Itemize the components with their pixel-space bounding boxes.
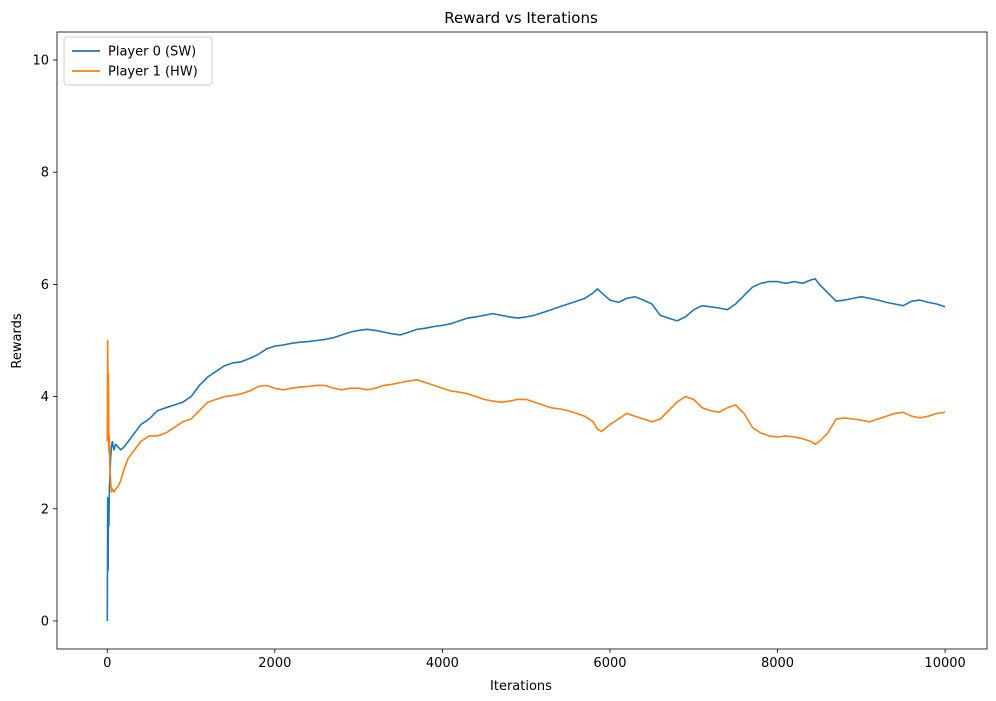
legend-label-1: Player 1 (HW) xyxy=(108,65,198,80)
x-tick-label: 6000 xyxy=(593,656,626,671)
plot-area xyxy=(106,278,946,622)
y-tick-label: 0 xyxy=(41,614,49,629)
chart-title: Reward vs Iterations xyxy=(444,9,598,27)
y-axis-ticks: 0 2 4 6 8 10 xyxy=(32,54,57,629)
x-tick-label: 2000 xyxy=(258,656,291,671)
x-tick-label: 0 xyxy=(103,656,111,671)
series-line-0 xyxy=(106,278,946,622)
y-axis-label: Rewards xyxy=(10,313,25,368)
x-tick-label: 10000 xyxy=(924,656,965,671)
legend: Player 0 (SW) Player 1 (HW) xyxy=(63,36,213,86)
y-tick-label: 10 xyxy=(32,54,49,69)
y-tick-label: 2 xyxy=(41,502,49,517)
x-tick-label: 8000 xyxy=(761,656,794,671)
y-tick-label: 6 xyxy=(41,278,49,293)
x-tick-label: 4000 xyxy=(426,656,459,671)
y-tick-label: 4 xyxy=(41,390,49,405)
y-tick-label: 8 xyxy=(41,166,49,181)
series-line-1 xyxy=(106,339,946,493)
plot-frame xyxy=(56,31,988,650)
x-axis-label: Iterations xyxy=(490,679,552,694)
x-axis-ticks: 0 2000 4000 6000 8000 10000 xyxy=(103,649,966,671)
legend-label-0: Player 0 (SW) xyxy=(108,45,196,60)
legend-box xyxy=(63,36,213,86)
